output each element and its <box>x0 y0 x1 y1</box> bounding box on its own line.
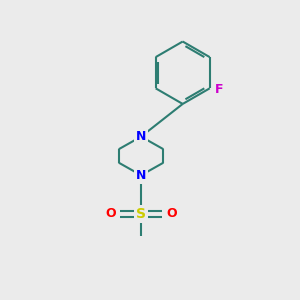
Text: N: N <box>136 169 146 182</box>
Text: O: O <box>106 207 116 220</box>
Text: O: O <box>166 207 177 220</box>
Text: F: F <box>215 83 224 96</box>
Text: S: S <box>136 207 146 221</box>
Text: N: N <box>136 130 146 142</box>
